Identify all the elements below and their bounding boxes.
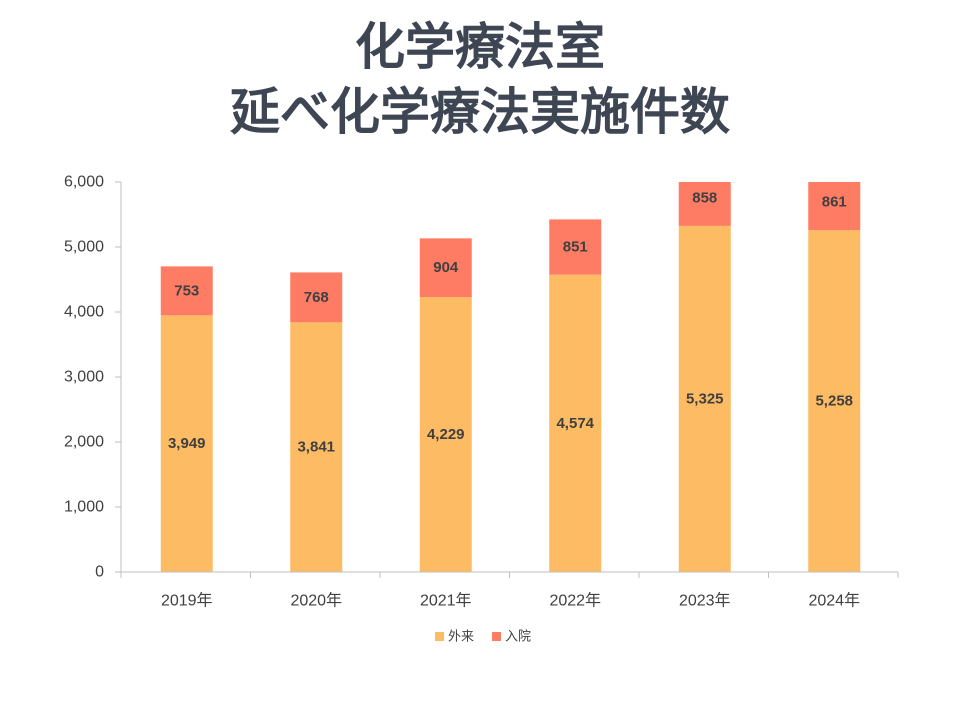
x-tick-label: 2022年 <box>549 592 601 610</box>
bar-inpatient-2020 <box>290 272 343 323</box>
data-labels: 3,949 753 3,841 768 4,229 904 4,574 851 5,325 858… <box>168 189 853 455</box>
data-label-outpatient-2021: 4,229 <box>427 426 465 443</box>
legend-item-outpatient: 外来 <box>435 630 474 645</box>
data-label-outpatient-2023: 5,325 <box>686 390 724 407</box>
chart-title-line-2: 延べ化学療法実施件数 <box>230 83 730 141</box>
bar-inpatient-2021 <box>419 238 472 298</box>
chart-title-line-1: 化学療法室 <box>355 18 605 76</box>
data-label-inpatient-2020: 768 <box>304 289 329 306</box>
legend: 外来 入院 <box>435 630 531 645</box>
y-tick-label: 2,000 <box>64 434 104 451</box>
chart-title: 化学療法室 延べ化学療法実施件数 <box>0 15 960 145</box>
bar-outpatient-2023 <box>678 225 731 572</box>
legend-swatch-outpatient <box>435 632 444 641</box>
bar-outpatient-2022 <box>549 274 602 572</box>
data-label-inpatient-2022: 851 <box>563 239 588 256</box>
bar-outpatient-2019 <box>160 315 213 572</box>
data-label-outpatient-2020: 3,841 <box>297 439 335 456</box>
bar-inpatient-2024 <box>808 182 861 231</box>
x-tick-label: 2024年 <box>808 592 860 610</box>
x-tick-label: 2020年 <box>290 592 342 610</box>
legend-item-inpatient: 入院 <box>492 630 531 645</box>
x-tick-label: 2023年 <box>679 592 731 610</box>
data-label-inpatient-2021: 904 <box>433 259 459 276</box>
x-tick-label: 2019年 <box>161 592 213 610</box>
y-tick-label: 3,000 <box>64 369 104 386</box>
legend-label-outpatient: 外来 <box>448 630 474 645</box>
y-tick-label: 6,000 <box>64 174 104 191</box>
y-tick-label: 5,000 <box>64 239 104 256</box>
bar-inpatient-2019 <box>160 266 213 316</box>
bar-outpatient-2020 <box>290 322 343 572</box>
bar-inpatient-2023 <box>678 182 731 226</box>
legend-swatch-inpatient <box>492 632 501 641</box>
data-label-inpatient-2023: 858 <box>692 189 717 206</box>
data-label-inpatient-2024: 861 <box>822 194 847 211</box>
bars <box>160 182 861 573</box>
y-tick-label: 1,000 <box>64 499 104 516</box>
y-tick-label: 4,000 <box>64 304 104 321</box>
data-label-outpatient-2019: 3,949 <box>168 435 206 452</box>
data-label-inpatient-2019: 753 <box>174 282 199 299</box>
bar-inpatient-2022 <box>549 219 602 275</box>
x-tick-label: 2021年 <box>420 592 472 610</box>
axes: 0 1,000 2,000 3,000 4,000 5,000 6,000 2019年 2020… <box>64 174 899 610</box>
data-label-outpatient-2022: 4,574 <box>556 415 594 432</box>
legend-label-inpatient: 入院 <box>505 630 531 645</box>
y-tick-label: 0 <box>95 564 104 581</box>
data-label-outpatient-2024: 5,258 <box>815 393 853 410</box>
bar-outpatient-2021 <box>419 297 472 572</box>
bar-outpatient-2024 <box>808 230 861 573</box>
